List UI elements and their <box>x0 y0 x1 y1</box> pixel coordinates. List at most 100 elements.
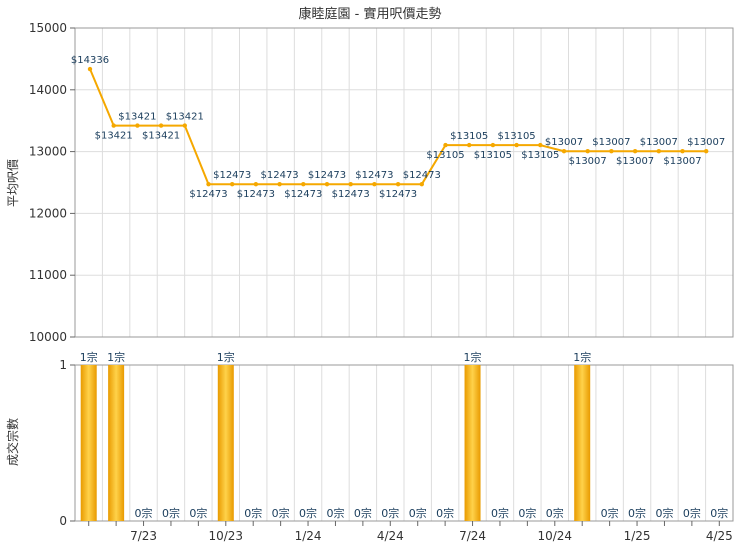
count-data-label: 1宗 <box>80 350 98 364</box>
price-point[interactable] <box>230 181 235 187</box>
price-data-label: $13007 <box>640 137 678 148</box>
count-data-label: 0宗 <box>628 506 646 520</box>
count-data-label: 0宗 <box>381 506 399 520</box>
count-data-label: 0宗 <box>354 506 372 520</box>
price-point[interactable] <box>609 148 614 154</box>
price-plot-frame <box>74 27 734 338</box>
price-point[interactable] <box>395 181 401 187</box>
y-tick-label: 10000 <box>29 330 67 344</box>
price-point[interactable] <box>372 181 377 187</box>
x-tick-label: 7/24 <box>459 529 486 543</box>
y-tick-label: 15000 <box>29 21 67 35</box>
count-bar[interactable] <box>108 365 125 521</box>
price-point[interactable] <box>656 148 661 154</box>
count-data-label: 0宗 <box>546 506 564 520</box>
count-data-label: 0宗 <box>710 506 728 520</box>
price-data-label: $12473 <box>213 170 251 181</box>
count-bar[interactable] <box>464 365 481 521</box>
count-data-label: 0宗 <box>491 506 509 520</box>
count-plot-frame <box>74 364 734 522</box>
price-data-label: $13105 <box>450 131 488 142</box>
count-data-label: 0宗 <box>655 506 673 520</box>
price-point[interactable] <box>87 66 93 72</box>
price-data-label: $13105 <box>426 150 464 161</box>
price-data-label: $12473 <box>308 170 346 181</box>
y-tick-label: 11000 <box>29 268 67 282</box>
count-data-label: 0宗 <box>409 506 427 520</box>
price-data-label: $13007 <box>569 156 607 167</box>
price-data-label: $12473 <box>355 170 393 181</box>
count-bar[interactable] <box>574 365 591 521</box>
price-data-label: $12473 <box>379 189 417 200</box>
price-data-label: $13105 <box>521 150 559 161</box>
price-point[interactable] <box>301 181 306 187</box>
count-data-label: 1宗 <box>464 350 482 364</box>
count-data-label: 0宗 <box>272 506 290 520</box>
price-point[interactable] <box>632 148 638 154</box>
price-point[interactable] <box>585 148 590 154</box>
price-series-line <box>89 68 707 186</box>
price-data-label: $13007 <box>687 137 725 148</box>
count-data-label: 0宗 <box>135 506 153 520</box>
count-data-label: 0宗 <box>162 506 180 520</box>
count-data-label: 0宗 <box>683 506 701 520</box>
count-data-label: 0宗 <box>436 506 454 520</box>
count-data-label: 0宗 <box>189 506 207 520</box>
price-data-label: $13007 <box>663 156 701 167</box>
price-point[interactable] <box>443 142 448 148</box>
count-data-label: 0宗 <box>299 506 317 520</box>
price-data-label: $13421 <box>142 131 180 142</box>
price-data-label: $13007 <box>592 137 630 148</box>
x-tick-label: 1/25 <box>624 529 651 543</box>
price-data-label: $13421 <box>95 131 133 142</box>
price-data-label: $13105 <box>498 131 536 142</box>
price-data-label: $13007 <box>545 137 583 148</box>
price-point[interactable] <box>277 181 282 187</box>
count-data-label: 0宗 <box>326 506 344 520</box>
y-tick-label: 12000 <box>29 206 67 220</box>
count-data-label: 1宗 <box>573 350 591 364</box>
price-point[interactable] <box>324 181 330 187</box>
price-data-label: $13421 <box>166 112 204 123</box>
price-point[interactable] <box>111 123 116 128</box>
price-point[interactable] <box>419 181 424 187</box>
y-axis-label-count: 成交宗數 <box>5 418 20 466</box>
price-point[interactable] <box>158 123 164 128</box>
price-data-label: $12473 <box>284 189 322 200</box>
price-point[interactable] <box>467 142 472 148</box>
price-point[interactable] <box>680 148 685 154</box>
price-point[interactable] <box>182 123 187 128</box>
count-bar[interactable] <box>80 365 97 521</box>
y-tick-label: 13000 <box>29 145 67 159</box>
price-point[interactable] <box>561 148 567 154</box>
count-bar[interactable] <box>217 365 234 521</box>
count-data-label: 1宗 <box>107 350 125 364</box>
price-point[interactable] <box>704 148 709 154</box>
price-point[interactable] <box>135 123 140 128</box>
count-data-label: 1宗 <box>217 350 235 364</box>
x-tick-label: 10/23 <box>208 529 243 543</box>
price-point[interactable] <box>348 181 353 187</box>
price-data-label: $12473 <box>237 189 275 200</box>
x-tick-label: 4/24 <box>377 529 404 543</box>
price-data-label: $12473 <box>332 189 370 200</box>
price-point[interactable] <box>253 181 259 187</box>
price-data-label: $13105 <box>474 150 512 161</box>
x-tick-label: 4/25 <box>706 529 733 543</box>
price-data-label: $12473 <box>261 170 299 181</box>
count-data-label: 0宗 <box>244 506 262 520</box>
price-point[interactable] <box>538 142 543 148</box>
chart-title: 康睦庭園 - 實用呎價走勢 <box>299 6 442 22</box>
price-data-label: $12473 <box>403 170 441 181</box>
x-tick-label: 1/24 <box>295 529 322 543</box>
price-point[interactable] <box>490 142 496 148</box>
price-point[interactable] <box>514 142 519 148</box>
y-tick-label: 1 <box>59 358 67 372</box>
price-data-label: $12473 <box>189 189 227 200</box>
price-point[interactable] <box>206 181 211 187</box>
count-data-label: 0宗 <box>518 506 536 520</box>
y-tick-label: 0 <box>59 514 67 528</box>
x-tick-label: 10/24 <box>537 529 572 543</box>
